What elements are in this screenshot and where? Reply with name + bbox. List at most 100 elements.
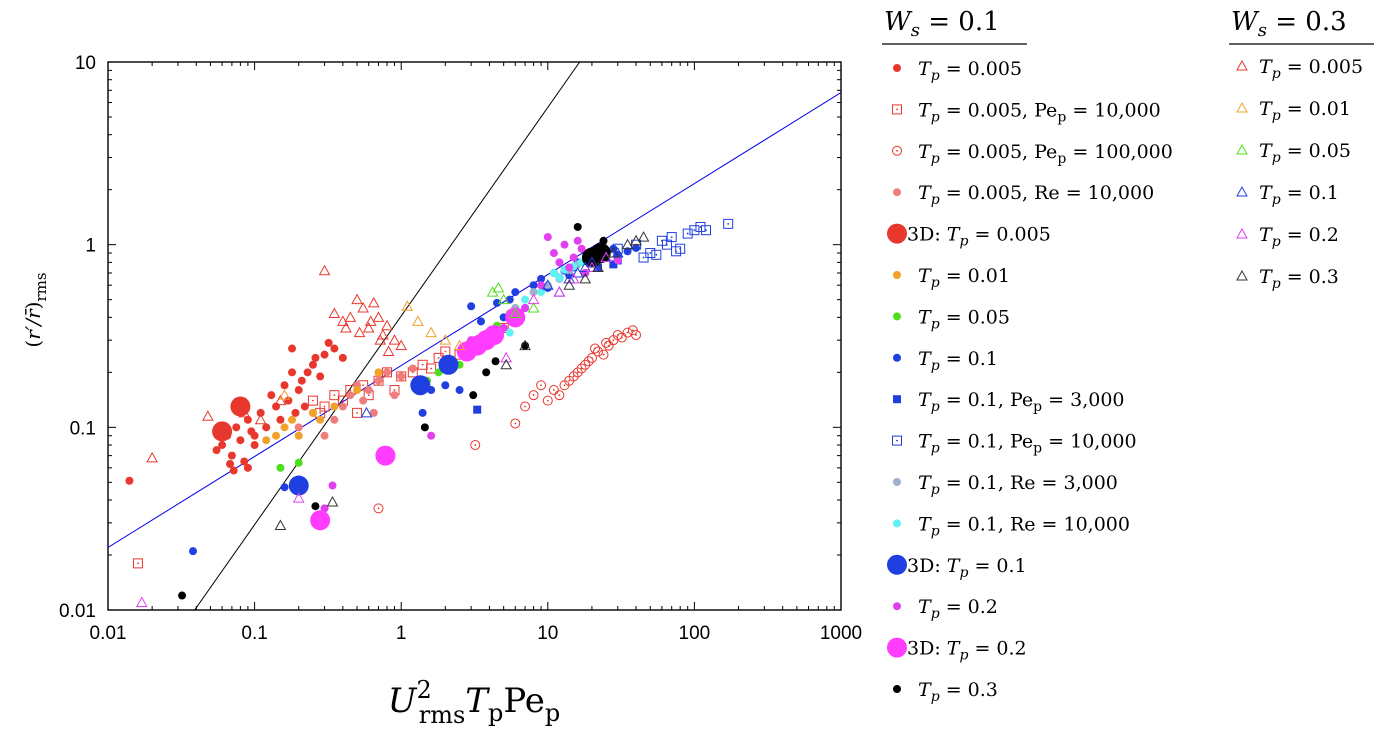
circle-dot (514, 422, 517, 425)
data-point (631, 330, 642, 341)
legend-label: Tp = 0.005, Pep = 10,000 (918, 99, 1161, 125)
data-point (689, 225, 700, 236)
data-point (590, 243, 611, 264)
circle-outline (470, 440, 481, 451)
legend-label: Tp = 0.1, Re = 3,000 (918, 472, 1118, 498)
data-point (381, 319, 393, 331)
data-point (284, 396, 293, 405)
legend-label: 3D: Tp = 0.005 (907, 224, 1051, 250)
data-point (553, 286, 566, 297)
square-outline (352, 407, 363, 418)
circle-dot (563, 384, 566, 387)
data-point (202, 410, 214, 421)
data-point (146, 451, 158, 463)
data-point (521, 295, 530, 304)
circle-outline (892, 145, 902, 156)
circle-dot (532, 394, 535, 397)
fit-line (194, 62, 581, 610)
data-point (374, 334, 387, 345)
data-point (390, 391, 399, 400)
data-point (521, 304, 530, 313)
data-point (276, 415, 285, 424)
data-point (353, 326, 366, 338)
data-point (310, 510, 331, 531)
data-point (288, 344, 297, 353)
circle-dot (558, 394, 561, 397)
data-point (262, 436, 271, 445)
legend-label: Tp = 0.2 (918, 596, 998, 622)
legend-title: Ws = 0.1 (884, 7, 1000, 41)
data-point (294, 431, 303, 440)
data-point (455, 386, 464, 395)
circle-dot (602, 353, 605, 356)
square-dot (393, 389, 396, 391)
data-point (320, 504, 329, 513)
data-point (579, 272, 592, 284)
series-7 (188, 243, 641, 556)
circle-outline (631, 330, 642, 341)
circle-outline (586, 352, 597, 363)
data-point (324, 338, 333, 347)
data-point (352, 407, 363, 418)
x-tick-label: 1 (396, 623, 407, 644)
square-outline (701, 225, 712, 236)
data-point (701, 225, 712, 236)
data-point (320, 350, 329, 359)
data-point (316, 372, 325, 381)
circle-outline (510, 418, 521, 429)
data-point (311, 502, 320, 511)
data-point (622, 327, 633, 338)
circle-outline (580, 359, 591, 370)
data-point (491, 357, 500, 366)
data-point (476, 317, 485, 326)
circle-outline (576, 363, 587, 374)
square-outline (132, 558, 143, 569)
square-dot (896, 108, 898, 111)
legend-label: Tp = 0.3 (1259, 266, 1339, 292)
data-point (303, 368, 312, 377)
x-tick-label: 0.01 (90, 623, 127, 644)
data-point (326, 496, 339, 507)
data-point (374, 368, 383, 377)
circle-dot (635, 334, 637, 336)
data-point (509, 307, 522, 318)
legend-marker (887, 223, 907, 244)
circle-dot (896, 149, 898, 152)
series-14 (310, 307, 526, 531)
axis-ticks: 0.01 0.1 1 10 100 1000 0.01 0.1 1 10 (59, 53, 862, 644)
data-point (397, 372, 406, 381)
plot-frame (107, 61, 842, 611)
data-point (307, 395, 318, 406)
data-point (527, 301, 540, 313)
data-point (229, 466, 238, 475)
data-point (276, 463, 285, 472)
data-point (319, 401, 330, 412)
data-point (549, 249, 558, 258)
data-point (330, 402, 339, 411)
data-point (218, 441, 227, 450)
data-point (369, 408, 378, 417)
data-point (671, 246, 682, 257)
legend-marker (1236, 59, 1248, 71)
series-6 (276, 304, 520, 472)
circle-outline (554, 390, 565, 401)
square-dot (137, 562, 139, 565)
series-19 (486, 281, 540, 318)
data-point (601, 337, 612, 348)
fit-lines (108, 62, 841, 610)
data-point (382, 345, 395, 357)
data-point (484, 325, 505, 346)
square-dot (649, 252, 652, 254)
data-point (623, 247, 632, 256)
square-dot (312, 399, 314, 402)
legend-label: Tp = 0.1, Pep = 3,000 (918, 389, 1125, 415)
data-point (254, 413, 267, 425)
square-dot (430, 367, 433, 370)
circle-outline (601, 337, 612, 348)
data-point (500, 351, 513, 363)
square-dot (323, 405, 326, 408)
circle-dot (591, 356, 593, 359)
data-point (553, 286, 566, 297)
data-point (243, 415, 252, 424)
legend-label: Tp = 0.1 (1259, 182, 1339, 208)
